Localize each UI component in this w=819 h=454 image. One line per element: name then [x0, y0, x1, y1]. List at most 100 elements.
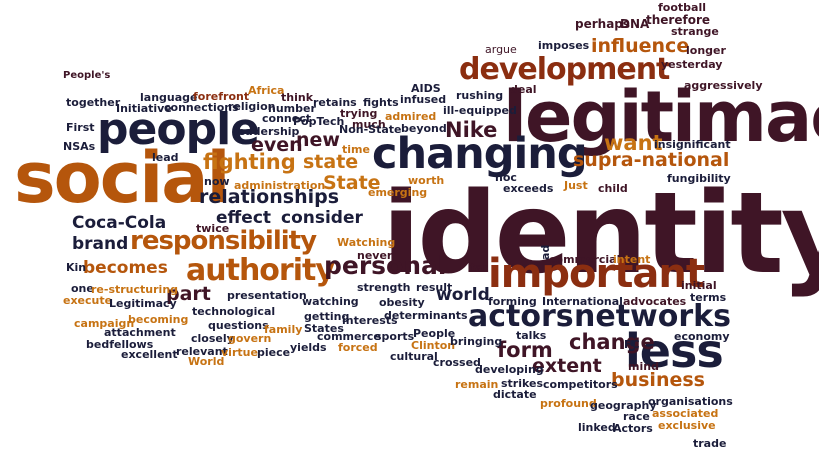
- word-deal: deal: [510, 83, 537, 96]
- word-result: result: [416, 281, 453, 294]
- word-lead: lead: [152, 151, 179, 164]
- word-development: development: [459, 52, 670, 87]
- word-form: form: [497, 338, 553, 362]
- word-clinton: Clinton: [411, 339, 456, 352]
- word-influence: influence: [591, 35, 690, 57]
- word-twice: twice: [196, 222, 230, 235]
- word-number: number: [268, 102, 316, 115]
- word-technological: technological: [192, 305, 276, 318]
- word-insignificant: insignificant: [654, 138, 731, 151]
- word-dictate: dictate: [493, 388, 537, 401]
- word-less: less: [625, 324, 724, 378]
- word-State-upper: State: [323, 172, 381, 194]
- word-extent: extent: [532, 355, 602, 377]
- word-far: far: [470, 261, 488, 274]
- word-yields: yields: [290, 341, 327, 354]
- word-relationships: relationships: [199, 186, 340, 208]
- word-one: one: [71, 282, 94, 295]
- word-nsas: NSAs: [63, 140, 96, 153]
- word-consider: consider: [281, 208, 363, 228]
- word-fungibility: fungibility: [667, 172, 731, 185]
- word-authority: authority: [186, 253, 335, 288]
- word-connect: connect: [262, 112, 311, 125]
- word-fights: fights: [363, 96, 399, 109]
- word-football: football: [658, 1, 706, 14]
- word-becomes: becomes: [83, 258, 168, 278]
- word-sports: sports: [375, 330, 415, 343]
- word-world-small: World: [188, 355, 225, 368]
- word-states: States: [304, 322, 344, 335]
- word-people: people: [97, 104, 260, 155]
- word-peoples: People's: [63, 70, 111, 81]
- word-strength: strength: [357, 281, 411, 294]
- word-strikes: strikes: [501, 377, 544, 390]
- word-effect: effect: [216, 208, 272, 228]
- word-just: Just: [564, 179, 588, 192]
- word-remain: remain: [455, 378, 499, 391]
- word-forming: forming: [488, 295, 537, 308]
- word-watching: watching: [302, 295, 359, 308]
- word-legitimacy: legitimacy: [503, 76, 819, 158]
- word-cultural: cultural: [390, 350, 438, 363]
- word-race: race: [623, 410, 650, 423]
- word-questions: questions: [208, 319, 269, 332]
- word-imposes: imposes: [538, 39, 590, 52]
- word-nike: Nike: [445, 118, 498, 142]
- word-bedfellows: bedfellows: [86, 338, 154, 351]
- word-religion: religion: [228, 100, 276, 113]
- word-organisations: organisations: [648, 395, 733, 408]
- word-africa: Africa: [248, 84, 285, 97]
- word-administration: administration: [234, 179, 326, 192]
- word-now: now: [204, 175, 230, 188]
- word-forefront: forefront: [193, 90, 250, 103]
- word-advocates: advocates: [623, 295, 687, 308]
- word-state: state: [303, 151, 359, 173]
- word-initiative: Initiative: [116, 102, 172, 115]
- word-non-state: Non-State: [339, 123, 402, 136]
- word-coca-cola: Coca-Cola: [72, 213, 167, 233]
- word-part: part: [166, 283, 211, 305]
- word-beyond: beyond: [401, 122, 447, 135]
- word-family: family: [264, 323, 303, 336]
- word-trade: trade: [693, 437, 727, 450]
- word-actors-small: Actors: [613, 422, 653, 435]
- word-world: world: [436, 285, 490, 305]
- word-aids: AIDS: [411, 82, 441, 95]
- word-economy: economy: [674, 330, 730, 343]
- word-competitors: competitors: [543, 378, 618, 391]
- word-closely: closely: [191, 332, 234, 345]
- word-watching-upper: Watching: [337, 236, 396, 249]
- word-new: new: [296, 129, 340, 151]
- word-even: even: [251, 134, 303, 156]
- word-attachment: attachment: [104, 326, 176, 339]
- word-mind: mind: [628, 360, 659, 373]
- word-presentation: presentation: [227, 289, 307, 302]
- word-therefore: therefore: [646, 13, 710, 27]
- word-never: never: [357, 249, 393, 262]
- word-govern: govern: [228, 332, 272, 345]
- word-dna: DNA: [620, 17, 650, 31]
- word-bringing: bringing: [450, 335, 503, 348]
- word-retains: retains: [313, 96, 357, 109]
- word-obesity: obesity: [379, 296, 425, 309]
- word-longer: longer: [686, 44, 726, 57]
- word-exceeds: exceeds: [503, 182, 554, 195]
- word-commerce: commerce: [317, 330, 381, 343]
- word-commercial: commercial: [549, 253, 621, 266]
- word-linked: linked: [578, 421, 616, 434]
- word-much: much: [352, 118, 386, 131]
- word-initial: initial: [681, 279, 717, 292]
- word-hoc: hoc: [495, 171, 517, 184]
- word-fc: FC: [624, 338, 640, 351]
- word-kin: Kin: [66, 261, 87, 274]
- word-child: child: [598, 182, 628, 195]
- word-associated: associated: [652, 407, 719, 420]
- word-social: social: [14, 137, 230, 219]
- word-terms: terms: [690, 291, 727, 304]
- word-excellent: excellent: [121, 348, 178, 361]
- word-think: think: [281, 91, 314, 104]
- word-brand: brand: [72, 234, 129, 254]
- word-re-structuring: re-structuring: [91, 283, 179, 296]
- word-personal: personal: [324, 251, 447, 280]
